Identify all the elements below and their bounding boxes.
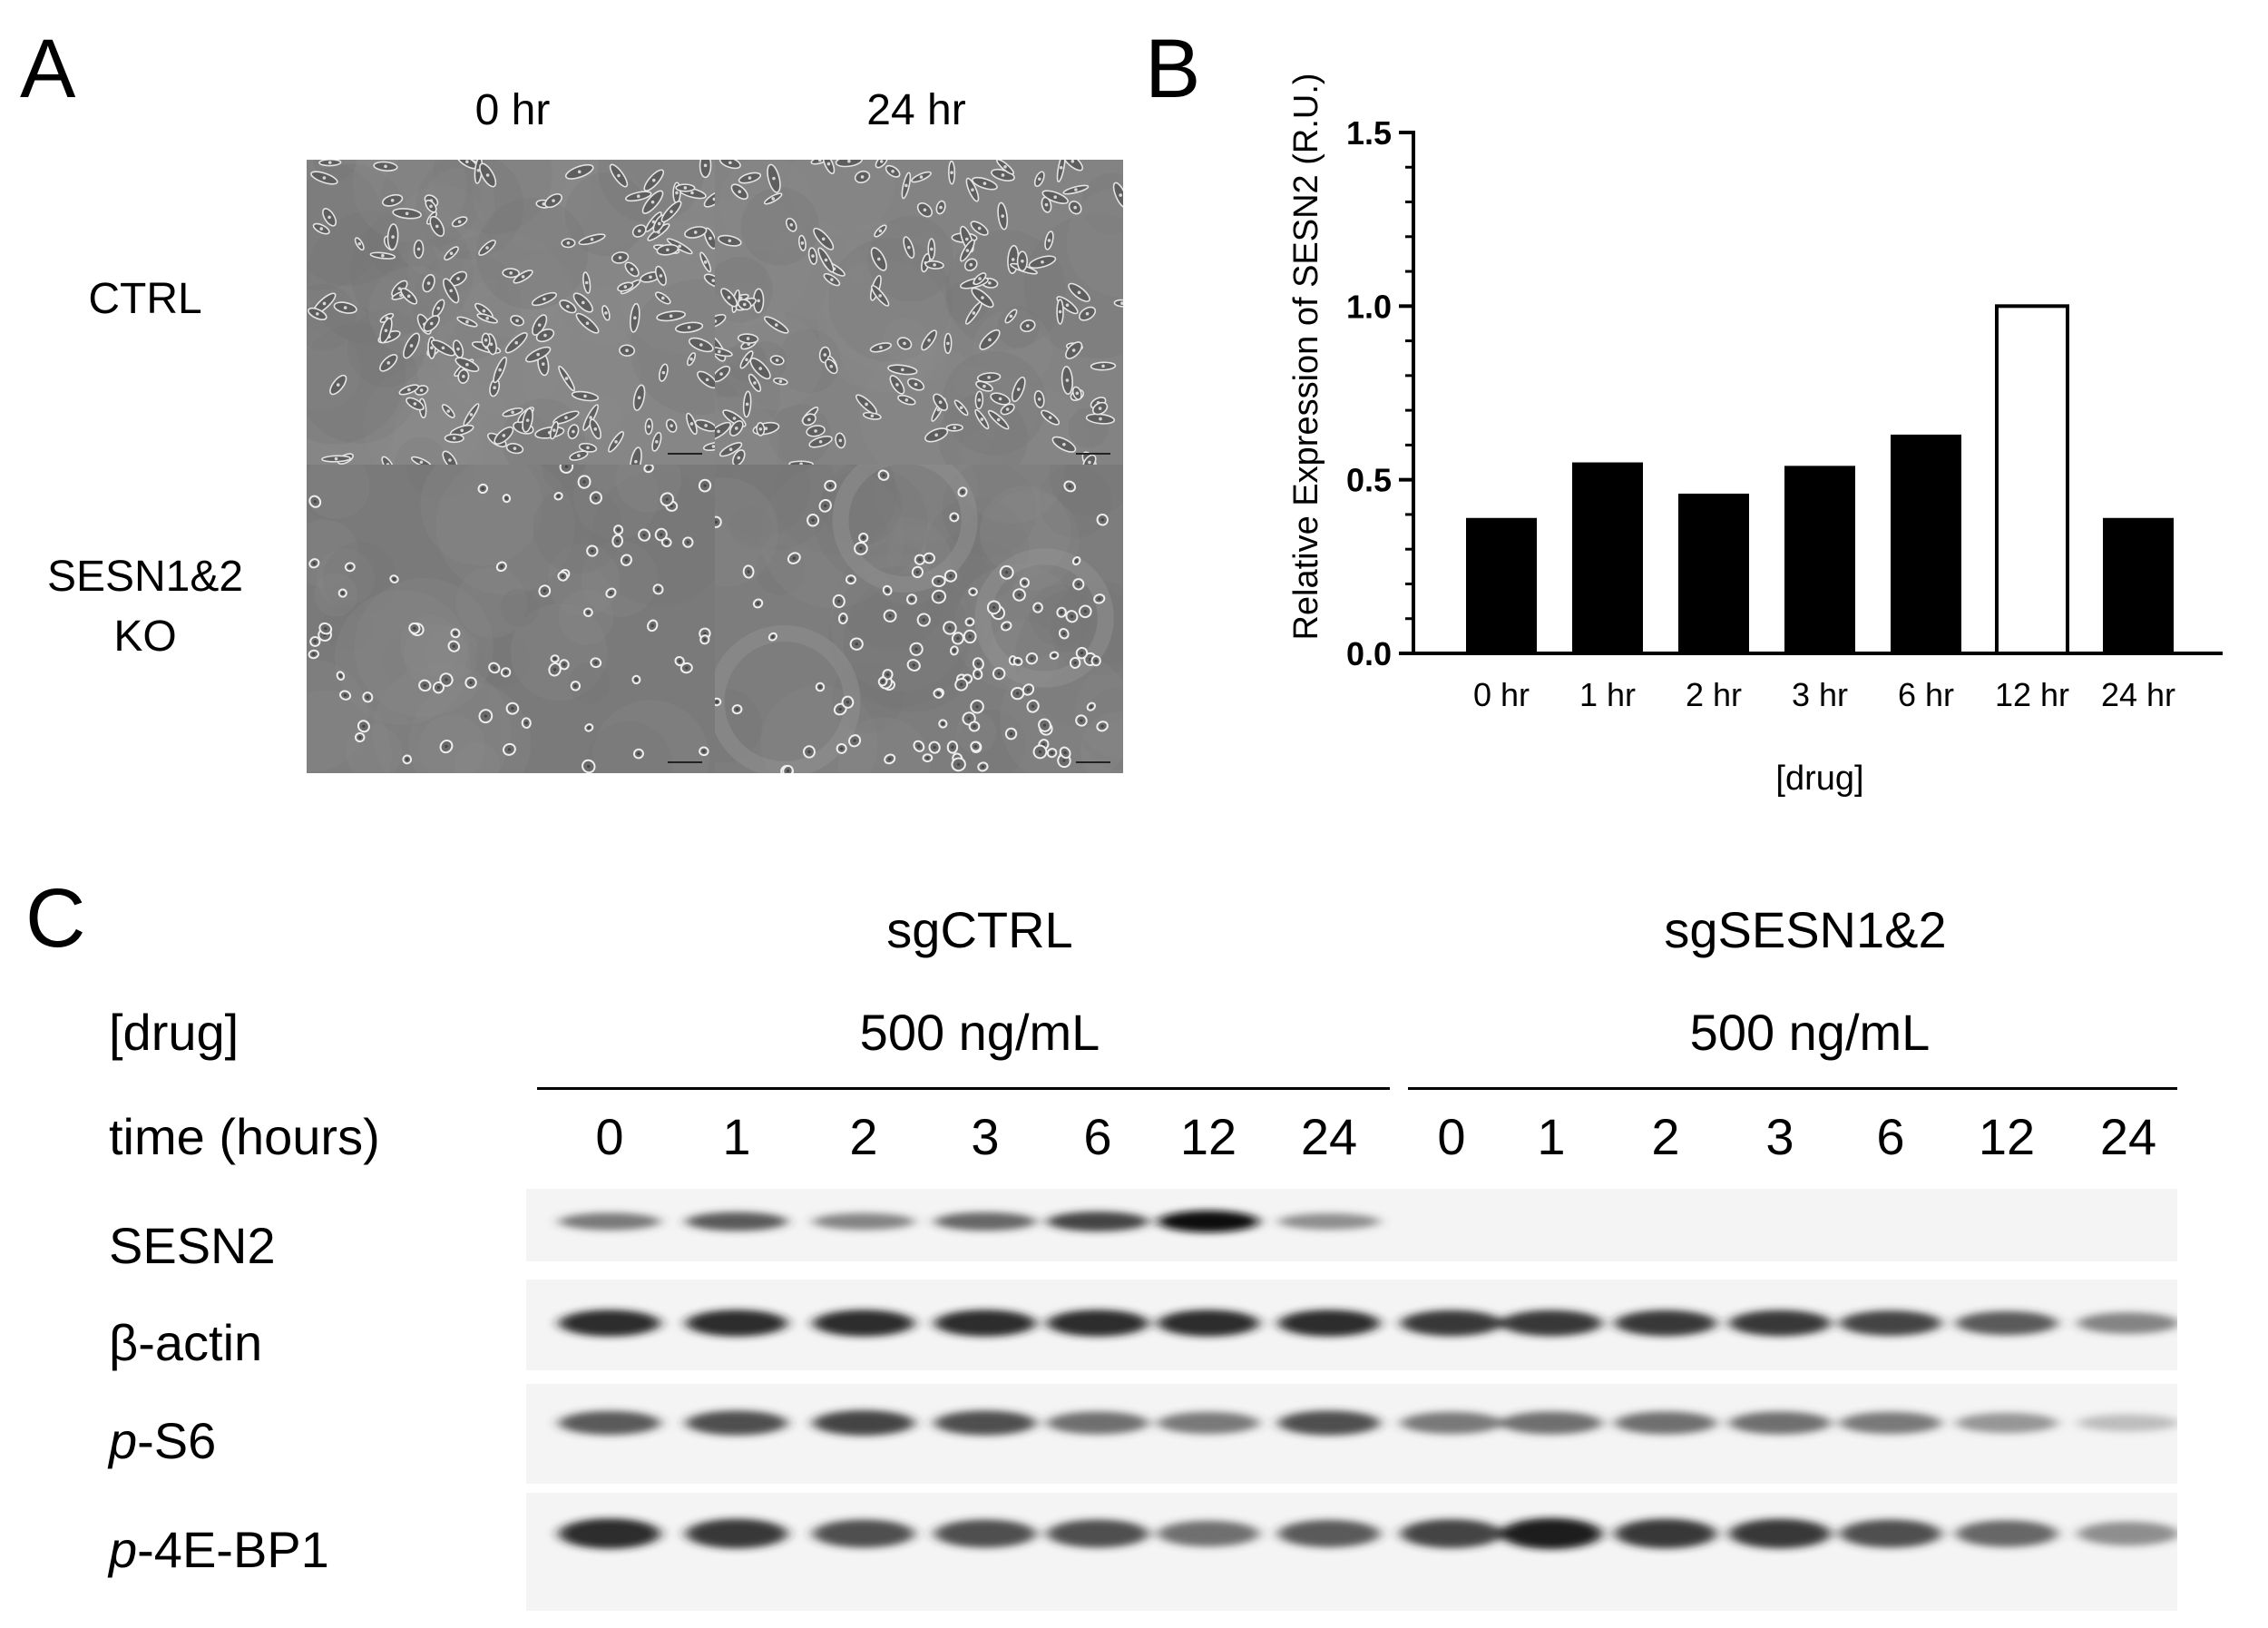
- panel-letter-b: B: [1145, 23, 1201, 115]
- time-label-ctrl-6: 6: [1083, 1108, 1112, 1165]
- x-tick-label: 6 hr: [1898, 676, 1954, 713]
- y-tick-label: 0.5: [1346, 462, 1392, 499]
- blot-label-sesn2: SESN2: [109, 1221, 276, 1271]
- drug-row-label: [drug]: [109, 1004, 240, 1061]
- column-label-24hr: 24 hr: [866, 86, 966, 134]
- group-label-sgctrl: sgCTRL: [886, 901, 1073, 958]
- bar-12hr: [1995, 304, 2069, 655]
- micrograph-ctrl-0hr: [307, 160, 715, 465]
- blot-label-sesn2-name: SESN2: [109, 1217, 276, 1274]
- bar-1hr: [1572, 462, 1643, 653]
- group-divider-sgsesn12: [1408, 1087, 2177, 1090]
- micrograph-ko-0hr: [307, 465, 715, 773]
- panel-letter-a: A: [20, 23, 76, 115]
- panel-letter-c: C: [25, 872, 86, 965]
- x-tick-label: 24 hr: [2101, 676, 2175, 713]
- time-label-ko-0: 0: [1437, 1108, 1466, 1165]
- time-label-ko-6: 6: [1876, 1108, 1905, 1165]
- time-label-ctrl-0: 0: [595, 1108, 624, 1165]
- time-label-ctrl-1: 1: [722, 1108, 751, 1165]
- time-row-label: time (hours): [109, 1108, 380, 1165]
- row-label-ko-line1: SESN1&2: [46, 553, 244, 601]
- bar-6hr: [1891, 434, 1961, 653]
- bar-3hr: [1784, 466, 1855, 653]
- y-tick-label: 1.0: [1346, 288, 1392, 325]
- y-tick-label: 0.0: [1346, 635, 1392, 672]
- drug-dose-sgctrl: 500 ng/mL: [859, 1004, 1100, 1061]
- bar-2hr: [1678, 493, 1749, 653]
- blot-label-beta-actin: β-actin: [109, 1318, 262, 1368]
- y-axis-label: Relative Expression of SESN2 (R.U.): [1287, 73, 1325, 640]
- blot-label-beta-actin-name: β-actin: [109, 1314, 263, 1371]
- group-divider-sgctrl: [537, 1087, 1390, 1090]
- blot-label-p-4e-bp1-prefix: p: [109, 1521, 138, 1578]
- time-label-ko-1: 1: [1537, 1108, 1566, 1165]
- blot-label-p-s6: p-S6: [109, 1416, 216, 1466]
- blot-label-p-s6-prefix: p: [109, 1412, 138, 1469]
- group-label-sgsesn12: sgSESN1&2: [1664, 901, 1947, 958]
- blot-label-p-4e-bp1-name: -4E-BP1: [137, 1521, 329, 1578]
- blot-label-p-4e-bp1: p-4E-BP1: [109, 1525, 329, 1575]
- row-label-ctrl: CTRL: [88, 275, 202, 323]
- western-blot-image: [526, 1189, 2177, 1611]
- sesn2-expression-bar-chart: 0.0 0.5 1.0 1.5 0 hr 1 hr 2 hr 3 hr 6 hr 12 hr 24 …: [1287, 73, 2223, 798]
- time-label-ctrl-3: 3: [971, 1108, 1000, 1165]
- y-tick-label: 1.5: [1346, 114, 1392, 152]
- bar-0hr: [1466, 517, 1537, 653]
- time-label-ctrl-2: 2: [849, 1108, 878, 1165]
- x-tick-label: 2 hr: [1686, 676, 1742, 713]
- time-label-ko-3: 3: [1765, 1108, 1794, 1165]
- time-label-ctrl-24: 24: [1300, 1108, 1358, 1165]
- blot-label-p-s6-name: -S6: [137, 1412, 217, 1469]
- x-axis-label: [drug]: [1775, 760, 1863, 798]
- micrograph-ctrl-24hr: [715, 160, 1123, 465]
- time-label-ko-12: 12: [1978, 1108, 2036, 1165]
- x-tick-label: 12 hr: [1995, 676, 2069, 713]
- x-tick-label: 3 hr: [1792, 676, 1848, 713]
- micrograph-ko-24hr: [715, 465, 1123, 773]
- time-label-ko-2: 2: [1651, 1108, 1680, 1165]
- time-label-ctrl-12: 12: [1179, 1108, 1237, 1165]
- bar-24hr: [2103, 517, 2174, 653]
- column-label-0hr: 0 hr: [474, 86, 551, 134]
- time-label-ko-24: 24: [2099, 1108, 2157, 1165]
- x-tick-label: 1 hr: [1579, 676, 1636, 713]
- drug-dose-sgsesn12: 500 ng/mL: [1689, 1004, 1931, 1061]
- x-tick-label: 0 hr: [1473, 676, 1530, 713]
- row-label-ko-line2: KO: [113, 613, 177, 661]
